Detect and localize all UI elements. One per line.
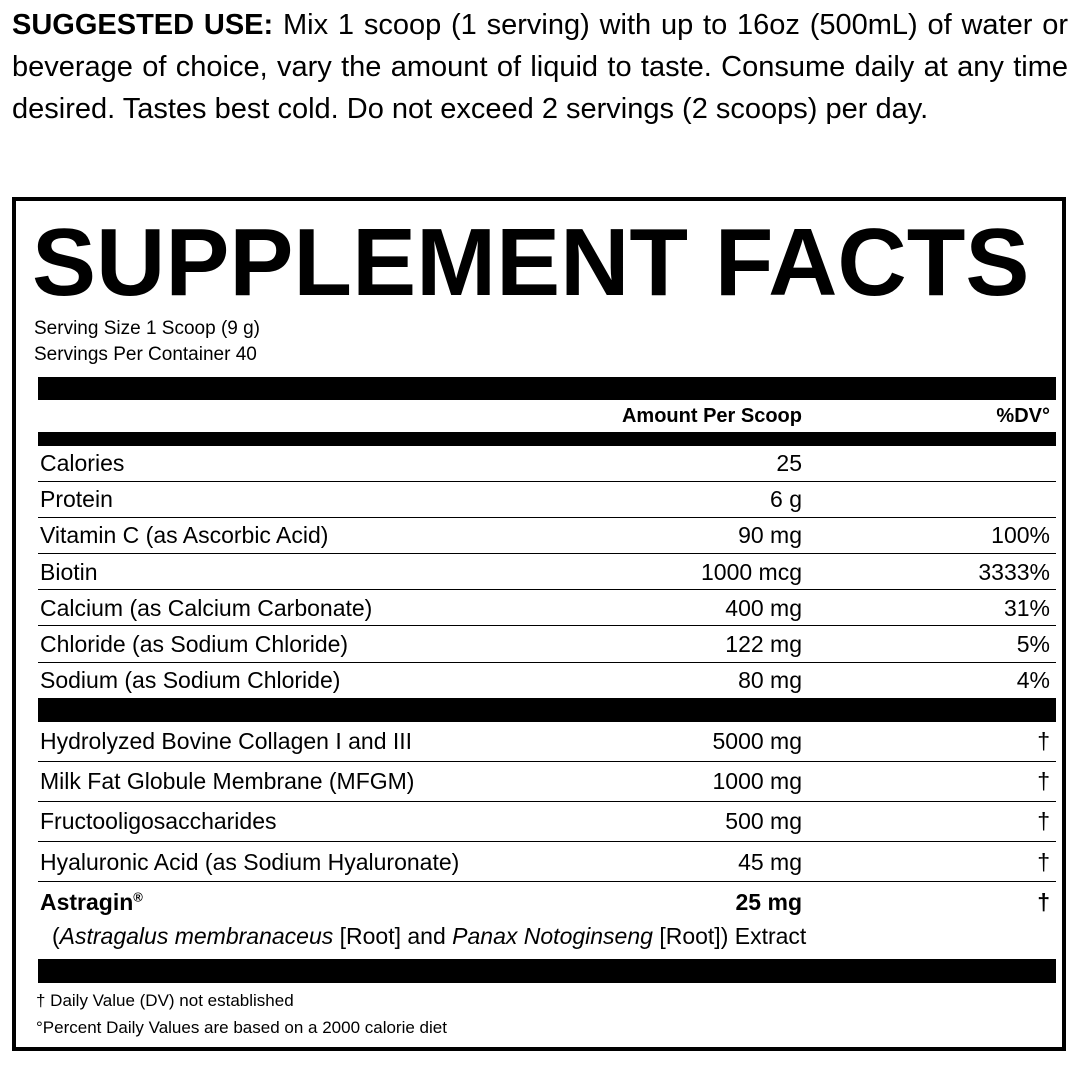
nutrient-name: Sodium (as Sodium Chloride) (40, 667, 341, 694)
nutrient-amount: 6 g (770, 486, 802, 513)
serving-size: Serving Size 1 Scoop (9 g) (34, 318, 261, 339)
column-header: Amount Per Scoop %DV° (38, 400, 1056, 432)
nutrient-name: Hyaluronic Acid (as Sodium Hyaluronate) (40, 848, 460, 875)
nutrient-amount: 1000 mg (712, 768, 802, 795)
astragin-name: Astragin (40, 889, 134, 915)
amount-header: Amount Per Scoop (621, 405, 802, 427)
nutrient-dv: 31% (1003, 594, 1050, 621)
nutrient-amount: 90 mg (738, 522, 802, 549)
text: Astragalus membranaceus (59, 923, 334, 949)
nutrient-row: Fructooligosaccharides 500 mg † (38, 802, 1056, 843)
nutrient-name: Fructooligosaccharides (40, 808, 277, 835)
footnote-percent: °Percent Daily Values are based on a 200… (36, 1018, 447, 1037)
dv-header: %DV° (996, 405, 1050, 427)
nutrient-dv: 3333% (978, 558, 1050, 585)
nutrient-amount: 122 mg (725, 631, 802, 657)
nutrient-dv: † (1037, 889, 1050, 915)
nutrient-row: Calories 25 (38, 446, 1056, 482)
text: [Root]) Extract (652, 923, 807, 949)
nutrient-amount: 500 mg (725, 808, 802, 835)
nutrient-amount: 1000 mcg (700, 558, 802, 585)
nutrient-name: Astragin® (40, 889, 143, 916)
suggested-use-text: Mix 1 scoop (1 serving) with up to 16oz … (12, 9, 1068, 125)
panel-title: SUPPLEMENT FACTS (32, 209, 1030, 316)
nutrient-row: Vitamin C (as Ascorbic Acid) 90 mg 100% (38, 518, 1056, 555)
nutrient-dv: 5% (1016, 631, 1050, 657)
nutrient-row: Protein 6 g (38, 482, 1056, 518)
nutrient-row: Calcium (as Calcium Carbonate) 400 mg 31% (38, 591, 1056, 627)
nutrient-amount: 5000 mg (712, 728, 802, 754)
nutrient-name: Protein (40, 486, 113, 513)
nutrient-name: Hydrolyzed Bovine Collagen I and III (40, 728, 413, 754)
nutrient-amount: 45 mg (738, 848, 802, 875)
nutrient-dv: † (1037, 808, 1050, 835)
nutrient-dv: 4% (1016, 667, 1050, 694)
nutrient-row: Hyaluronic Acid (as Sodium Hyaluronate) 4… (38, 843, 1056, 883)
text: ( (52, 923, 60, 949)
nutrient-dv: † (1037, 768, 1050, 795)
nutrient-amount: 400 mg (725, 594, 802, 621)
text: Panax Notoginseng (452, 923, 653, 949)
nutrient-dv: † (1037, 728, 1050, 754)
suggested-use: SUGGESTED USE: Mix 1 scoop (1 serving) w… (12, 4, 1068, 130)
nutrient-name: Chloride (as Sodium Chloride) (40, 631, 349, 657)
thick-divider (38, 959, 1056, 983)
nutrient-row: Biotin 1000 mcg 3333% (38, 555, 1056, 591)
registered-mark: ® (133, 889, 143, 905)
nutrient-name: Vitamin C (as Ascorbic Acid) (40, 522, 329, 549)
nutrient-dv: † (1037, 848, 1050, 875)
servings-per-container: Servings Per Container 40 (34, 344, 257, 365)
nutrient-row: Hydrolyzed Bovine Collagen I and III 5000… (38, 722, 1056, 762)
thick-divider (38, 377, 1056, 400)
nutrient-name: Milk Fat Globule Membrane (MFGM) (40, 768, 415, 795)
astragin-description: (Astragalus membranaceus [Root] and Pana… (52, 923, 806, 950)
nutrient-row: Sodium (as Sodium Chloride) 80 mg 4% (38, 663, 1056, 698)
nutrient-name: Calories (40, 450, 125, 476)
supplement-facts-panel: SUPPLEMENT FACTS Serving Size 1 Scoop (9… (12, 197, 1066, 1051)
thick-divider (38, 698, 1056, 722)
astragin-row: Astragin® 25 mg † (38, 883, 1056, 921)
footnote-dv: † Daily Value (DV) not established (36, 991, 294, 1010)
nutrient-name: Calcium (as Calcium Carbonate) (40, 594, 373, 621)
nutrient-amount: 25 (776, 450, 802, 476)
nutrient-dv: 100% (991, 522, 1050, 549)
nutrient-amount: 25 mg (735, 889, 802, 915)
text: [Root] and (333, 923, 453, 949)
nutrient-name: Biotin (40, 558, 98, 585)
nutrient-row: Chloride (as Sodium Chloride) 122 mg 5% (38, 627, 1056, 663)
suggested-use-label: SUGGESTED USE: (12, 9, 274, 41)
nutrient-row: Milk Fat Globule Membrane (MFGM) 1000 mg † (38, 762, 1056, 802)
divider (38, 432, 1056, 446)
nutrient-amount: 80 mg (738, 667, 802, 694)
